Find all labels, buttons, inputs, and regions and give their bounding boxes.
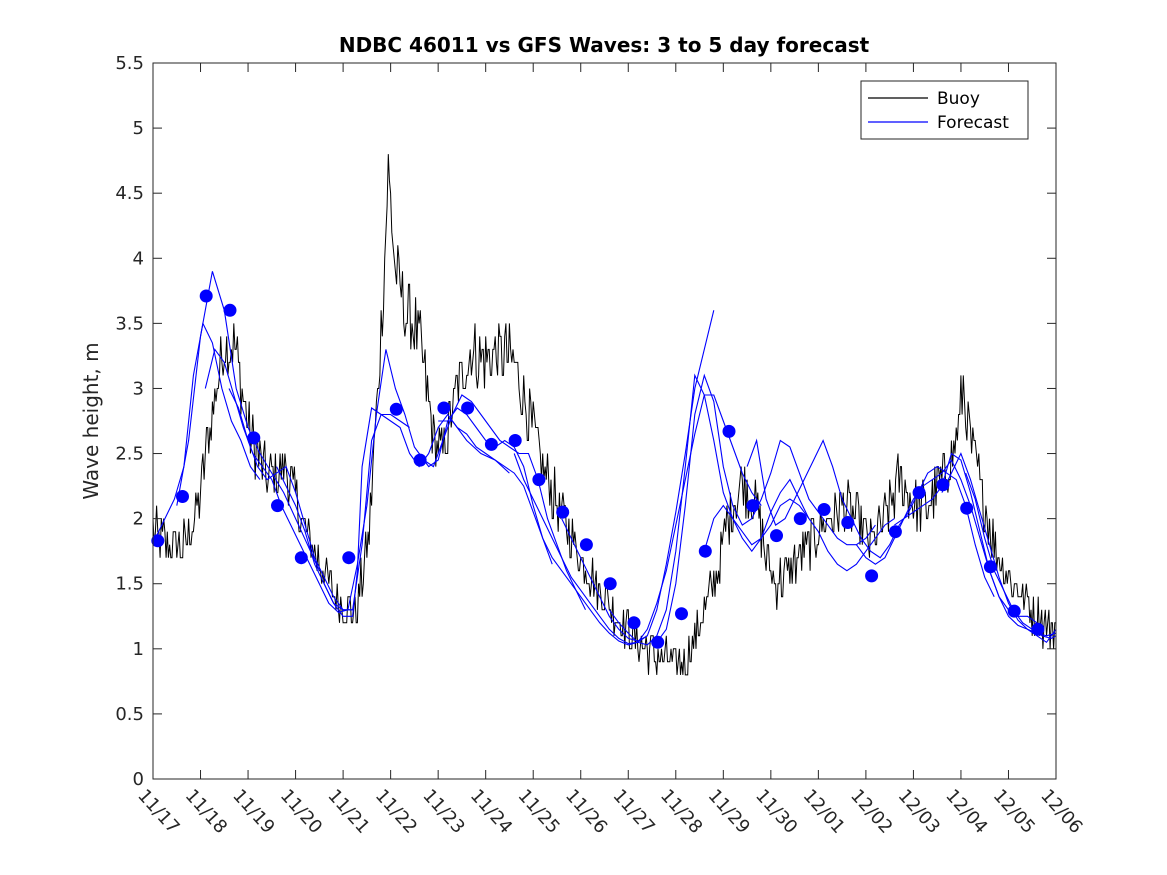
forecast-line (608, 373, 810, 646)
forecast-point (223, 303, 237, 317)
y-tick-label: 3 (133, 378, 144, 399)
forecast-point (508, 434, 522, 447)
legend-buoy-label: Buoy (937, 89, 980, 109)
forecast-point (532, 473, 546, 487)
forecast-line (703, 498, 895, 572)
forecast-point (484, 437, 498, 451)
forecast-line (323, 407, 553, 617)
y-tick-label: 3.5 (115, 313, 144, 334)
forecast-point (983, 560, 997, 574)
forecast-point (271, 499, 284, 513)
plot-area (153, 63, 1056, 779)
forecast-point (556, 505, 570, 519)
forecast-point (698, 544, 712, 558)
forecast-point (793, 512, 807, 526)
forecast-point (865, 569, 879, 583)
legend-box (860, 80, 1029, 140)
forecast-point (603, 577, 617, 591)
forecast-line (176, 271, 320, 571)
forecast-point (817, 503, 831, 516)
forecast-point (461, 401, 475, 415)
forecast-point (651, 635, 665, 649)
forecast-point (627, 616, 641, 630)
forecast-point (936, 478, 950, 492)
y-tick-label: 0.5 (115, 704, 144, 725)
forecast-point (247, 431, 261, 445)
legend: Buoy Forecast (860, 80, 1029, 140)
chart-title: NDBC 46011 vs GFS Waves: 3 to 5 day fore… (339, 33, 870, 57)
y-axis-ticks: 0 0.5 1 1.5 2 2.5 3 3.5 4 4.5 5 5.5 (115, 53, 1056, 790)
forecast-point (1007, 604, 1021, 618)
forecast-point (176, 490, 189, 503)
y-axis-label: Wave height, m (79, 342, 103, 499)
forecast-point (675, 607, 688, 621)
y-tick-label: 2.5 (115, 444, 144, 465)
forecast-point (413, 453, 427, 467)
y-tick-label: 0 (133, 769, 144, 790)
y-tick-label: 1 (133, 639, 144, 660)
forecast-line (941, 452, 1057, 644)
forecast-point (722, 424, 736, 438)
y-tick-label: 1.5 (115, 574, 144, 595)
forecast-line (418, 407, 648, 646)
forecast-point (294, 551, 308, 565)
forecast-line (204, 348, 349, 614)
forecast-point (912, 486, 926, 500)
forecast-point (841, 516, 855, 529)
forecast-line (276, 413, 410, 611)
forecast-line (347, 349, 586, 611)
y-tick-label: 5 (133, 118, 144, 139)
axes-box (152, 62, 1057, 780)
y-tick-label: 4 (133, 248, 144, 269)
forecast-line (855, 459, 1038, 624)
y-tick-label: 4.5 (115, 183, 144, 204)
forecast-series (154, 271, 1057, 646)
forecast-point (342, 551, 356, 565)
forecast-point (746, 499, 760, 513)
forecast-point (151, 534, 165, 548)
forecast-line (228, 388, 353, 611)
forecast-point (579, 538, 593, 552)
forecast-point (888, 525, 902, 539)
forecast-line (438, 420, 510, 474)
forecast-point (437, 401, 451, 415)
y-tick-label: 2 (133, 509, 144, 530)
forecast-point (770, 529, 783, 543)
forecast-point (199, 289, 213, 303)
forecast-line (154, 321, 261, 539)
forecast-point (389, 402, 403, 416)
forecast-points (151, 289, 1045, 649)
forecast-line (746, 438, 995, 597)
legend-forecast-label: Forecast (937, 113, 1009, 133)
forecast-point (1031, 622, 1045, 636)
y-tick-label: 5.5 (115, 53, 144, 74)
forecast-line (656, 373, 876, 643)
forecast-point (960, 501, 974, 515)
